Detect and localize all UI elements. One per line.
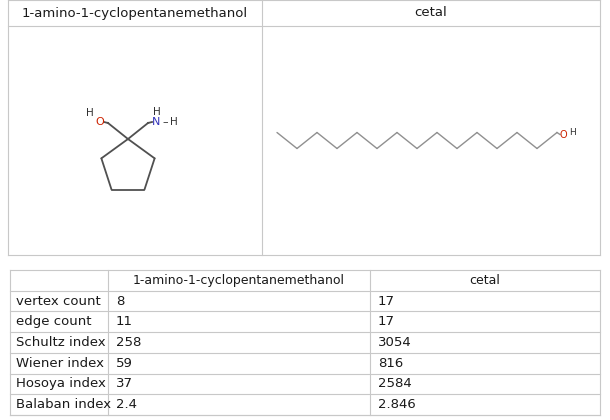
Text: 11: 11 — [116, 315, 133, 328]
Text: O: O — [559, 131, 567, 141]
Text: 1-amino-1-cyclopentanemethanol: 1-amino-1-cyclopentanemethanol — [22, 6, 248, 19]
Text: 17: 17 — [378, 294, 395, 307]
Text: Balaban index: Balaban index — [16, 398, 111, 411]
Text: H: H — [153, 107, 161, 117]
Text: H: H — [86, 108, 94, 118]
Text: 17: 17 — [378, 315, 395, 328]
Text: edge count: edge count — [16, 315, 92, 328]
Text: Schultz index: Schultz index — [16, 336, 106, 349]
Text: 2.846: 2.846 — [378, 398, 416, 411]
Text: vertex count: vertex count — [16, 294, 101, 307]
Text: 59: 59 — [116, 357, 133, 370]
Text: Wiener index: Wiener index — [16, 357, 104, 370]
Text: 3054: 3054 — [378, 336, 412, 349]
Text: 37: 37 — [116, 378, 133, 391]
Text: cetal: cetal — [470, 274, 500, 287]
Text: 8: 8 — [116, 294, 124, 307]
Text: O: O — [96, 117, 104, 127]
Text: cetal: cetal — [415, 6, 447, 19]
Text: H: H — [170, 117, 178, 127]
Text: Hosoya index: Hosoya index — [16, 378, 106, 391]
Text: 816: 816 — [378, 357, 403, 370]
Text: 258: 258 — [116, 336, 142, 349]
Text: 1-amino-1-cyclopentanemethanol: 1-amino-1-cyclopentanemethanol — [133, 274, 345, 287]
Text: N: N — [152, 117, 160, 127]
Text: –: – — [162, 117, 168, 127]
Text: 2.4: 2.4 — [116, 398, 137, 411]
Text: H: H — [569, 128, 575, 137]
Text: 2584: 2584 — [378, 378, 412, 391]
